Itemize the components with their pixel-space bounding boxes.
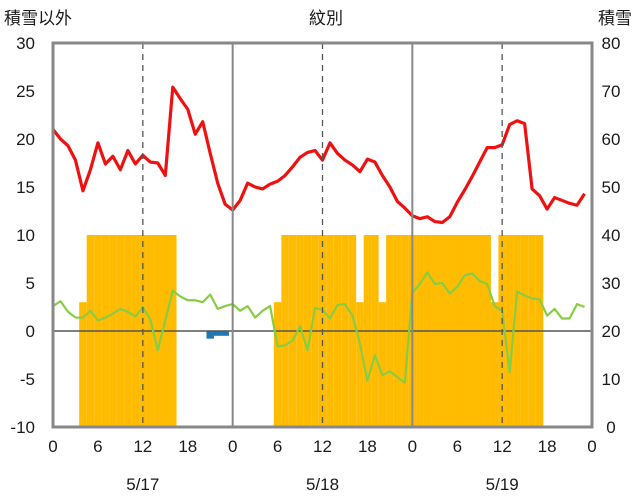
left-tick-label: 10 xyxy=(16,226,35,245)
precipitation-bars xyxy=(206,331,229,339)
left-tick-label: -5 xyxy=(20,370,35,389)
left-tick-label: -10 xyxy=(10,418,35,437)
right-tick-label: 30 xyxy=(602,274,621,293)
right-tick-label: 80 xyxy=(602,34,621,53)
right-axis-ticks: 80 70 60 50 40 30 20 10 0 xyxy=(602,34,621,437)
precip-bar xyxy=(206,331,214,339)
left-tick-label: 25 xyxy=(16,82,35,101)
x-tick-label: 12 xyxy=(313,437,332,456)
right-tick-label: 60 xyxy=(602,130,621,149)
x-date-label: 5/17 xyxy=(126,475,159,494)
right-axis-title: 積雪 xyxy=(598,9,632,29)
right-tick-label: 40 xyxy=(602,226,621,245)
wind-line xyxy=(52,271,585,384)
x-tick-label: 6 xyxy=(453,437,462,456)
right-tick-label: 10 xyxy=(602,370,621,389)
x-tick-label: 12 xyxy=(133,437,152,456)
left-tick-label: 20 xyxy=(16,130,35,149)
x-tick-label: 6 xyxy=(93,437,102,456)
snow-bar xyxy=(490,302,499,427)
left-axis-ticks: 30 25 20 15 10 5 0 -5 -10 xyxy=(10,34,35,437)
plot-frame xyxy=(51,41,594,429)
x-tick-label: 0 xyxy=(48,437,57,456)
x-tick-label: 18 xyxy=(178,437,197,456)
snow-bar xyxy=(273,302,282,427)
left-tick-label: 30 xyxy=(16,34,35,53)
grid-lines xyxy=(51,41,594,429)
snow-bar xyxy=(356,302,364,427)
x-axis-ticks: 0 6 12 18 0 6 12 18 0 6 12 18 0 xyxy=(48,437,596,456)
x-tick-label: 12 xyxy=(493,437,512,456)
x-tick-label: 18 xyxy=(538,437,557,456)
left-tick-label: 15 xyxy=(16,178,35,197)
left-tick-label: 5 xyxy=(26,274,35,293)
left-axis-title: 積雪以外 xyxy=(4,9,72,29)
x-tick-label: 18 xyxy=(358,437,377,456)
right-tick-label: 0 xyxy=(606,418,615,437)
x-tick-label: 0 xyxy=(408,437,417,456)
right-tick-label: 70 xyxy=(602,82,621,101)
x-tick-label: 0 xyxy=(587,437,596,456)
series-lines xyxy=(51,85,586,384)
left-tick-label: 0 xyxy=(26,322,35,341)
temperature-line xyxy=(51,85,586,225)
x-tick-label: 0 xyxy=(228,437,237,456)
snow-bar xyxy=(79,302,87,427)
x-date-label: 5/19 xyxy=(486,475,519,494)
x-axis-date-labels: 5/17 5/18 5/19 xyxy=(126,475,518,494)
chart-title: 紋別 xyxy=(309,9,343,29)
right-tick-label: 20 xyxy=(602,322,621,341)
x-tick-label: 6 xyxy=(273,437,282,456)
right-tick-label: 50 xyxy=(602,178,621,197)
precip-bar xyxy=(221,331,229,336)
x-date-label: 5/18 xyxy=(306,475,339,494)
precip-bar xyxy=(213,331,222,336)
snow-bar xyxy=(378,302,387,427)
